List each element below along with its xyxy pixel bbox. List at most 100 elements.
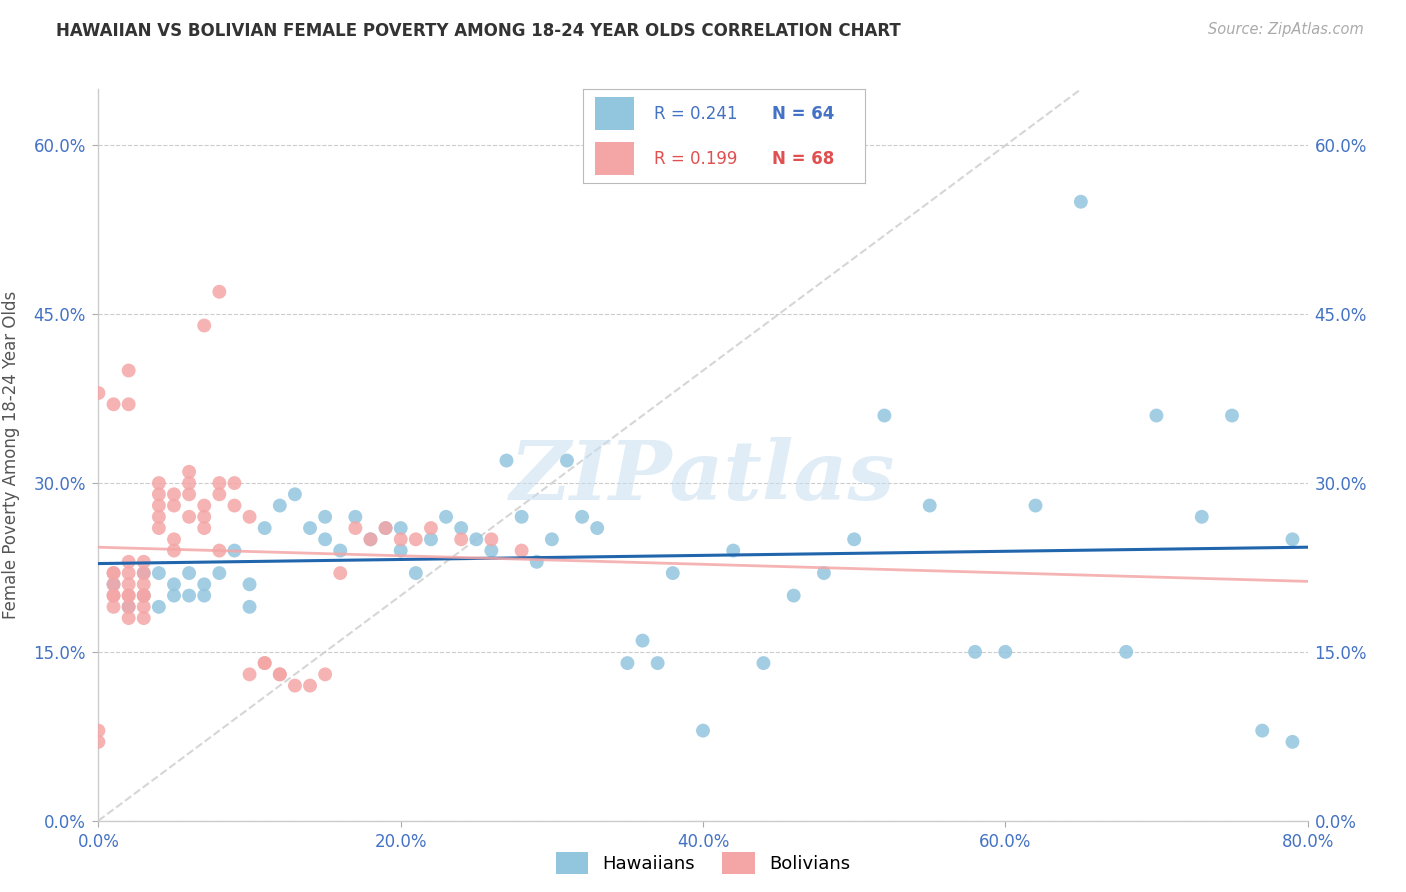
Point — [118, 397, 141, 411]
Point — [1115, 645, 1137, 659]
Point — [844, 533, 866, 547]
Point — [103, 589, 125, 603]
Point — [132, 599, 155, 614]
Point — [314, 533, 336, 547]
Point — [344, 509, 367, 524]
Point — [465, 533, 488, 547]
Point — [389, 521, 412, 535]
Point — [374, 521, 396, 535]
Point — [179, 487, 201, 501]
Point — [239, 599, 262, 614]
Point — [965, 645, 987, 659]
Point — [87, 386, 110, 401]
Point — [314, 667, 336, 681]
Point — [118, 599, 141, 614]
Point — [269, 667, 291, 681]
Point — [1191, 509, 1213, 524]
Point — [329, 566, 352, 580]
Point — [405, 533, 427, 547]
Point — [193, 589, 215, 603]
Point — [723, 543, 745, 558]
Point — [179, 509, 201, 524]
Point — [269, 499, 291, 513]
Point — [873, 409, 896, 423]
Point — [1281, 533, 1303, 547]
Point — [179, 589, 201, 603]
Point — [148, 599, 170, 614]
Point — [132, 555, 155, 569]
Point — [224, 543, 246, 558]
Point — [208, 487, 231, 501]
Point — [450, 521, 472, 535]
Text: R = 0.199: R = 0.199 — [654, 150, 737, 168]
Point — [1220, 409, 1243, 423]
Point — [1251, 723, 1274, 738]
Point — [224, 476, 246, 491]
Point — [118, 566, 141, 580]
Point — [329, 543, 352, 558]
Point — [360, 533, 382, 547]
Point — [148, 499, 170, 513]
Point — [132, 577, 155, 591]
Point — [163, 499, 186, 513]
Point — [224, 499, 246, 513]
Point — [450, 533, 472, 547]
Point — [495, 453, 517, 467]
Point — [434, 509, 457, 524]
Point — [193, 521, 215, 535]
Point — [420, 521, 443, 535]
Point — [284, 679, 307, 693]
Point — [118, 599, 141, 614]
Point — [344, 521, 367, 535]
Point — [148, 476, 170, 491]
Point — [132, 566, 155, 580]
Point — [208, 476, 231, 491]
Point — [103, 397, 125, 411]
Point — [253, 656, 276, 670]
Point — [208, 285, 231, 299]
Point — [103, 566, 125, 580]
Point — [148, 521, 170, 535]
Point — [193, 318, 215, 333]
Point — [193, 509, 215, 524]
Point — [752, 656, 775, 670]
Point — [118, 555, 141, 569]
Point — [918, 499, 941, 513]
Point — [1070, 194, 1092, 209]
Point — [103, 566, 125, 580]
Point — [239, 667, 262, 681]
Text: HAWAIIAN VS BOLIVIAN FEMALE POVERTY AMONG 18-24 YEAR OLDS CORRELATION CHART: HAWAIIAN VS BOLIVIAN FEMALE POVERTY AMON… — [56, 22, 901, 40]
Point — [631, 633, 654, 648]
Point — [132, 611, 155, 625]
Point — [299, 521, 322, 535]
Point — [163, 543, 186, 558]
Point — [662, 566, 685, 580]
Point — [118, 589, 141, 603]
Point — [253, 656, 276, 670]
Point — [994, 645, 1017, 659]
Point — [555, 453, 578, 467]
Point — [103, 577, 125, 591]
Point — [510, 509, 533, 524]
Point — [103, 589, 125, 603]
Point — [132, 589, 155, 603]
Point — [179, 476, 201, 491]
Point — [208, 543, 231, 558]
Point — [148, 509, 170, 524]
Point — [389, 533, 412, 547]
Point — [163, 589, 186, 603]
Point — [1024, 499, 1046, 513]
Point — [314, 509, 336, 524]
Point — [132, 566, 155, 580]
Point — [118, 577, 141, 591]
Text: R = 0.241: R = 0.241 — [654, 104, 737, 122]
Point — [239, 509, 262, 524]
Point — [481, 543, 503, 558]
Text: N = 68: N = 68 — [772, 150, 834, 168]
Point — [586, 521, 609, 535]
Point — [163, 533, 186, 547]
Point — [389, 543, 412, 558]
Point — [193, 577, 215, 591]
Y-axis label: Female Poverty Among 18-24 Year Olds: Female Poverty Among 18-24 Year Olds — [1, 291, 20, 619]
Point — [132, 589, 155, 603]
